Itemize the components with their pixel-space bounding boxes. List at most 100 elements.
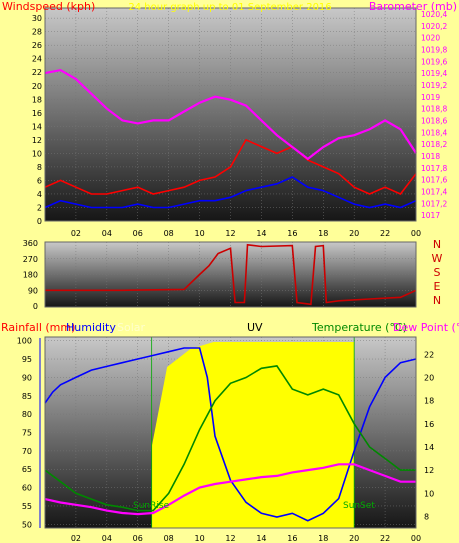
wind-panel-frame	[44, 7, 417, 222]
temperature-tick-label: 20	[424, 374, 434, 383]
direction-tick-label: 180	[23, 271, 38, 280]
barometer-tick-label: 1018,2	[421, 140, 447, 149]
direction-panel-frame	[44, 241, 417, 308]
x-tick-label: 14	[256, 229, 266, 238]
humidity-tick-label: 65	[22, 465, 32, 474]
compass-label: W	[432, 252, 443, 265]
compass-label: N	[433, 238, 441, 251]
humidity-tick-label: 70	[22, 447, 32, 456]
x-tick-label: 08	[164, 534, 174, 543]
windspeed-tick-label: 18	[32, 95, 42, 104]
x-tick-label: 02	[71, 534, 81, 543]
x-tick-label: 18	[318, 229, 328, 238]
temperature-tick-label: 18	[424, 397, 434, 406]
windspeed-tick-label: 30	[32, 14, 42, 23]
barometer-tick-label: 1019	[421, 93, 440, 102]
x-tick-label: 00	[411, 534, 421, 543]
direction-tick-label: 0	[33, 302, 38, 311]
windspeed-tick-label: 26	[32, 41, 42, 50]
x-tick-label: 16	[287, 229, 297, 238]
temperature-tick-label: 16	[424, 420, 434, 429]
compass-label: S	[434, 266, 441, 279]
barometer-tick-label: 1020	[421, 34, 440, 43]
chart-title: 24 hour graph up to 01 September 2016	[128, 2, 331, 13]
temperature-tick-label: 22	[424, 350, 434, 359]
direction-tick-label: 360	[23, 239, 38, 248]
windspeed-tick-label: 12	[32, 136, 42, 145]
temperature-line	[44, 365, 416, 512]
barometer-tick-label: 1020,2	[421, 22, 447, 31]
barometer-tick-label: 1020,4	[421, 10, 447, 19]
temperature-tick-label: 14	[424, 443, 434, 452]
windspeed-axis-label: Windspeed (kph)	[2, 0, 95, 13]
windspeed-tick-label: 4	[37, 190, 42, 199]
barometer-tick-label: 1018	[421, 152, 440, 161]
compass-label: N	[433, 294, 441, 307]
barometer-tick-label: 1019,6	[421, 57, 447, 66]
windspeed-tick-label: 6	[37, 176, 42, 185]
barometer-tick-label: 1018,8	[421, 105, 447, 114]
dew-point-line	[44, 463, 416, 516]
x-tick-label: 02	[71, 229, 81, 238]
barometer-tick-label: 1019,4	[421, 69, 447, 78]
x-tick-label: 06	[133, 229, 143, 238]
rainfall-axis-label: Rainfall (mm)	[1, 321, 75, 334]
windspeed-tick-label: 22	[32, 68, 42, 77]
temperature-tick-label: 10	[424, 489, 434, 498]
x-tick-label: 16	[287, 534, 297, 543]
windspeed-tick-label: 2	[37, 203, 42, 212]
x-tick-label: 00	[411, 229, 421, 238]
humidity-tick-label: 80	[22, 410, 32, 419]
humidity-tick-label: 85	[22, 392, 32, 401]
direction-tick-label: 90	[28, 286, 38, 295]
windspeed-tick-label: 24	[32, 55, 42, 64]
humidity-tick-label: 60	[22, 484, 32, 493]
x-tick-label: 12	[225, 229, 235, 238]
solar-axis-label: Solar	[117, 321, 146, 334]
windspeed-tick-label: 20	[32, 82, 42, 91]
x-tick-label: 04	[102, 534, 112, 543]
wind-gust-line	[44, 138, 417, 195]
windspeed-tick-label: 28	[32, 28, 42, 37]
barometer-tick-label: 1017,6	[421, 176, 447, 185]
x-tick-label: 18	[318, 534, 328, 543]
compass-label: E	[434, 280, 441, 293]
x-tick-label: 20	[349, 229, 359, 238]
barometer-tick-label: 1019,8	[421, 45, 447, 54]
temperature-tick-label: 8	[424, 512, 429, 521]
barometer-tick-label: 1019,2	[421, 81, 447, 90]
uv-axis-label: UV	[247, 321, 263, 334]
x-tick-label: 06	[133, 534, 143, 543]
windspeed-tick-label: 16	[32, 109, 42, 118]
barometer-tick-label: 1018,6	[421, 116, 447, 125]
solar-area	[151, 342, 355, 528]
barometer-tick-label: 1017,2	[421, 199, 447, 208]
barometer-axis-label: Barometer (mb)	[369, 0, 457, 13]
x-tick-label: 08	[164, 229, 174, 238]
x-tick-label: 10	[194, 534, 204, 543]
x-tick-label: 10	[194, 229, 204, 238]
sunset-label: SunSet	[343, 501, 375, 511]
windspeed-tick-label: 0	[37, 217, 42, 226]
x-tick-label: 20	[349, 534, 359, 543]
x-tick-label: 04	[102, 229, 112, 238]
x-tick-label: 22	[380, 534, 390, 543]
barometer-tick-label: 1018,4	[421, 128, 447, 137]
x-tick-label: 22	[380, 229, 390, 238]
x-tick-label: 12	[225, 534, 235, 543]
humidity-tick-label: 90	[22, 373, 32, 382]
windspeed-tick-label: 8	[37, 163, 42, 172]
humidity-tick-label: 50	[22, 520, 32, 529]
humidity-tick-label: 100	[17, 337, 32, 346]
humidity-tick-label: 75	[22, 429, 32, 438]
windspeed-tick-label: 14	[32, 122, 42, 131]
windspeed-tick-label: 10	[32, 149, 42, 158]
x-tick-label: 14	[256, 534, 266, 543]
humidity-tick-label: 95	[22, 355, 32, 364]
humidity-tick-label: 55	[22, 502, 32, 511]
temperature-axis-label: Temperature (°C)	[311, 321, 407, 334]
weather-panel-frame	[44, 336, 417, 529]
barometer-tick-label: 1017,4	[421, 187, 447, 196]
humidity-axis-label: Humidity	[66, 321, 116, 334]
